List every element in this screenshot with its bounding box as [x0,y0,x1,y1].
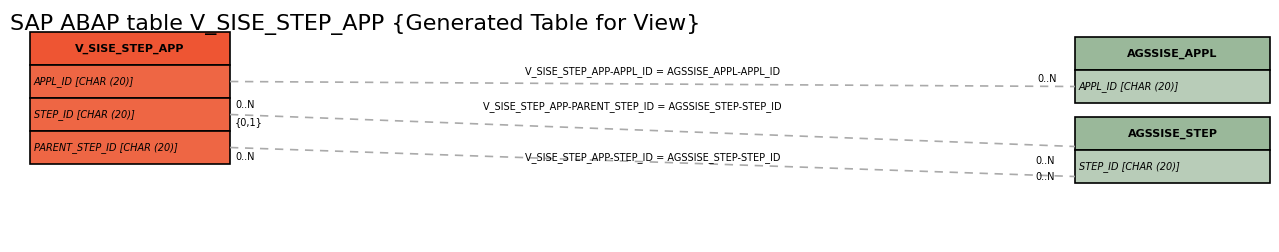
FancyBboxPatch shape [29,65,230,98]
Text: V_SISE_STEP_APP: V_SISE_STEP_APP [75,43,184,54]
Text: SAP ABAP table V_SISE_STEP_APP {Generated Table for View}: SAP ABAP table V_SISE_STEP_APP {Generate… [10,14,701,35]
FancyBboxPatch shape [29,131,230,164]
FancyBboxPatch shape [1076,117,1270,150]
Text: 0..N: 0..N [235,100,255,110]
Text: AGSSISE_APPL: AGSSISE_APPL [1127,48,1218,59]
Text: PARENT_STEP_ID [CHAR (20)]: PARENT_STEP_ID [CHAR (20)] [35,142,178,153]
FancyBboxPatch shape [29,32,230,65]
Text: STEP_ID [CHAR (20)]: STEP_ID [CHAR (20)] [1079,161,1179,172]
Text: 0..N: 0..N [1035,172,1055,181]
Text: 0..N: 0..N [235,152,255,163]
FancyBboxPatch shape [1076,37,1270,70]
Text: {0,1}: {0,1} [235,117,263,128]
FancyBboxPatch shape [29,98,230,131]
Text: V_SISE_STEP_APP-APPL_ID = AGSSISE_APPL-APPL_ID: V_SISE_STEP_APP-APPL_ID = AGSSISE_APPL-A… [524,66,780,77]
Text: 0..N: 0..N [1037,74,1056,83]
Text: STEP_ID [CHAR (20)]: STEP_ID [CHAR (20)] [35,109,134,120]
FancyBboxPatch shape [1076,70,1270,103]
FancyBboxPatch shape [1076,150,1270,183]
Text: V_SISE_STEP_APP-PARENT_STEP_ID = AGSSISE_STEP-STEP_ID: V_SISE_STEP_APP-PARENT_STEP_ID = AGSSISE… [483,101,781,112]
Text: APPL_ID [CHAR (20)]: APPL_ID [CHAR (20)] [1079,81,1179,92]
Text: APPL_ID [CHAR (20)]: APPL_ID [CHAR (20)] [35,76,134,87]
Text: 0..N: 0..N [1035,156,1055,167]
Text: V_SISE_STEP_APP-STEP_ID = AGSSISE_STEP-STEP_ID: V_SISE_STEP_APP-STEP_ID = AGSSISE_STEP-S… [524,152,780,163]
Text: AGSSISE_STEP: AGSSISE_STEP [1128,128,1218,139]
